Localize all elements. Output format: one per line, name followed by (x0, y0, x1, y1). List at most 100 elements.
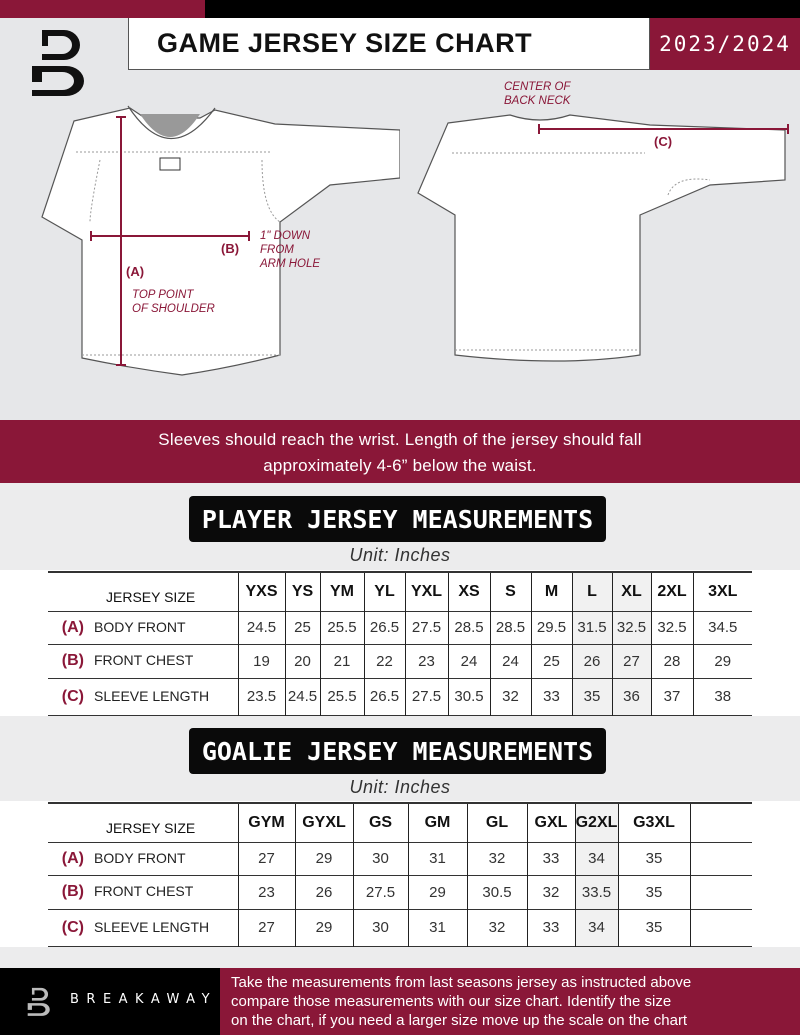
breakaway-logo (32, 30, 84, 96)
measurement-label: SLEEVE LENGTH (94, 918, 210, 935)
marker-a: (A) (126, 264, 145, 279)
size-column-header: GYM (237, 803, 295, 842)
season-label: 2023/2024 (650, 18, 800, 70)
measurement-value: 20 (284, 644, 320, 678)
row-label: (B) FRONT CHEST (48, 875, 238, 909)
row-label: (C) SLEEVE LENGTH (48, 678, 238, 715)
measurement-marker: (B) (61, 652, 84, 669)
measurement-marker: (A) (61, 849, 84, 867)
measurement-value: 33 (526, 842, 575, 875)
size-column-header: YS (284, 572, 320, 611)
measurement-value: 28 (650, 644, 693, 678)
measurement-value: 29 (692, 644, 752, 678)
table-row: (C) SLEEVE LENGTH 23.5 24.5 25.5 26.5 27.5 30.5… (48, 678, 752, 715)
measurement-value: 28.5 (489, 611, 531, 644)
note-line: CENTER OF (504, 81, 571, 93)
back-jersey-illustration (417, 114, 789, 362)
size-column-header: XL (611, 572, 651, 611)
size-column-header: GS (352, 803, 408, 842)
size-column-header: GYXL (294, 803, 353, 842)
measurement-value: 32.5 (611, 611, 651, 644)
measurement-value (689, 842, 752, 875)
measurement-value: 38 (692, 678, 752, 715)
measurement-value: 28.5 (447, 611, 490, 644)
measurement-label: FRONT CHEST (94, 883, 194, 899)
table-header-row: JERSEY SIZE YXS YS YM YL YXL XS S M L XL 2XL 3XL (48, 572, 752, 611)
row-label: (A) BODY FRONT (48, 611, 238, 644)
brand-name: BREAKAWAY (70, 992, 218, 1007)
table-row: (C) SLEEVE LENGTH 27 29 30 31 32 33 34 35 (48, 909, 752, 946)
footer-instructions: Take the measurements from last seasons … (220, 968, 800, 1035)
size-column-header (689, 803, 752, 842)
jersey-size-header: JERSEY SIZE (106, 588, 196, 605)
size-column-header: 2XL (650, 572, 693, 611)
size-column-header: G3XL (617, 803, 690, 842)
measurement-value: 23 (404, 644, 448, 678)
footer-line: on the chart, if you need a larger size … (231, 1012, 688, 1029)
measurement-marker: (C) (61, 687, 84, 705)
player-size-table: JERSEY SIZE YXS YS YM YL YXL XS S M L XL 2XL 3XL (A) B… (48, 571, 752, 716)
footer-line: compare those measurements with our size… (231, 993, 672, 1010)
measurement-value: 27.5 (404, 678, 448, 715)
jersey-size-header: JERSEY SIZE (106, 819, 196, 836)
measurement-value: 25.5 (319, 678, 364, 715)
row-label: (B) FRONT CHEST (48, 644, 238, 678)
player-unit-label: Unit: Inches (349, 545, 451, 565)
size-column-header: L (571, 572, 612, 611)
size-column-header: YL (363, 572, 405, 611)
measurement-marker: (B) (61, 883, 84, 900)
footer-line: Take the measurements from last seasons … (231, 974, 692, 991)
measurement-value: 33 (526, 909, 575, 946)
goalie-section-title: GOALIE JERSEY MEASUREMENTS (189, 728, 606, 774)
banner-line: approximately 4-6” below the waist. (263, 456, 537, 475)
marker-b: (B) (221, 241, 240, 256)
measurement-value: 30 (352, 842, 408, 875)
footer-logo (27, 987, 50, 1016)
measurement-value: 23 (237, 875, 295, 909)
size-column-header: XS (447, 572, 490, 611)
measurement-value: 27 (237, 909, 295, 946)
measurement-value: 31 (407, 909, 467, 946)
measurement-value: 30.5 (447, 678, 490, 715)
measurement-label: BODY FRONT (94, 618, 186, 635)
measurement-value: 26.5 (363, 611, 405, 644)
size-column-header: YM (319, 572, 364, 611)
measurement-value: 25 (530, 644, 572, 678)
size-column-header: GL (466, 803, 527, 842)
measurement-value: 31 (407, 842, 467, 875)
note-line: 1" DOWN (260, 230, 311, 242)
arm-hole-note: 1" DOWN FROM ARM HOLE (260, 229, 320, 271)
marker-c: (C) (654, 134, 673, 149)
measurement-value (689, 875, 752, 909)
measurement-value: 32 (466, 842, 527, 875)
measurement-value: 21 (319, 644, 364, 678)
player-section-title: PLAYER JERSEY MEASUREMENTS (189, 496, 606, 542)
measurement-value: 35 (571, 678, 612, 715)
measurement-value: 25 (284, 611, 320, 644)
measurement-value: 26 (571, 644, 612, 678)
measurement-value: 27 (611, 644, 651, 678)
goalie-size-table: JERSEY SIZE GYM GYXL GS GM GL GXL G2XL G3XL (A) BO… (48, 802, 752, 947)
measurement-label: BODY FRONT (94, 849, 186, 866)
instruction-banner: Sleeves should reach the wrist. Length o… (0, 420, 800, 483)
shoulder-note: TOP POINT OF SHOULDER (132, 288, 215, 316)
measurement-value: 32 (489, 678, 531, 715)
measurement-value: 27.5 (352, 875, 408, 909)
measurement-value: 32 (526, 875, 575, 909)
measurement-value: 35 (617, 875, 690, 909)
table-row: (A) BODY FRONT 24.5 25 25.5 26.5 27.5 28.5 28.5 2… (48, 611, 752, 644)
measurement-value: 26 (294, 875, 353, 909)
measurement-value: 24.5 (284, 678, 320, 715)
size-column-header: S (489, 572, 531, 611)
measurement-value: 24 (489, 644, 531, 678)
size-column-header: YXS (237, 572, 285, 611)
measurement-value: 37 (650, 678, 693, 715)
size-column-header: 3XL (692, 572, 752, 611)
measurement-value: 29 (407, 875, 467, 909)
row-label: (C) SLEEVE LENGTH (48, 909, 238, 946)
top-bar-accent (0, 0, 205, 18)
measurement-value: 19 (237, 644, 285, 678)
measurement-value (689, 909, 752, 946)
measurement-value: 34 (574, 842, 618, 875)
measurement-marker: (A) (61, 618, 84, 636)
